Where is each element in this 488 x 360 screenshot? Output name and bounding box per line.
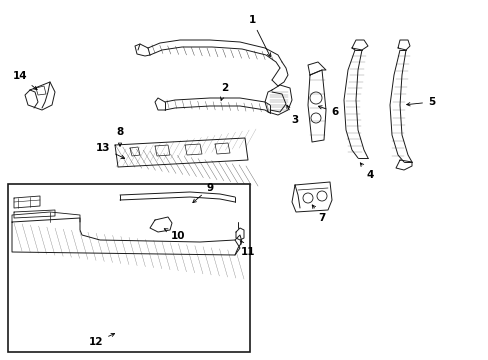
Text: 1: 1 xyxy=(248,15,270,57)
Text: 7: 7 xyxy=(312,205,325,223)
Text: 12: 12 xyxy=(88,333,114,347)
Text: 10: 10 xyxy=(164,229,185,241)
Bar xyxy=(8,184,249,352)
Text: 9: 9 xyxy=(192,183,213,203)
Text: 14: 14 xyxy=(13,71,37,90)
Text: 13: 13 xyxy=(96,143,124,158)
Text: 8: 8 xyxy=(116,127,123,146)
Text: 6: 6 xyxy=(318,106,338,117)
Text: 5: 5 xyxy=(406,97,434,107)
Text: 2: 2 xyxy=(220,83,228,100)
Text: 11: 11 xyxy=(240,241,255,257)
Text: 3: 3 xyxy=(286,105,298,125)
Text: 4: 4 xyxy=(360,163,373,180)
